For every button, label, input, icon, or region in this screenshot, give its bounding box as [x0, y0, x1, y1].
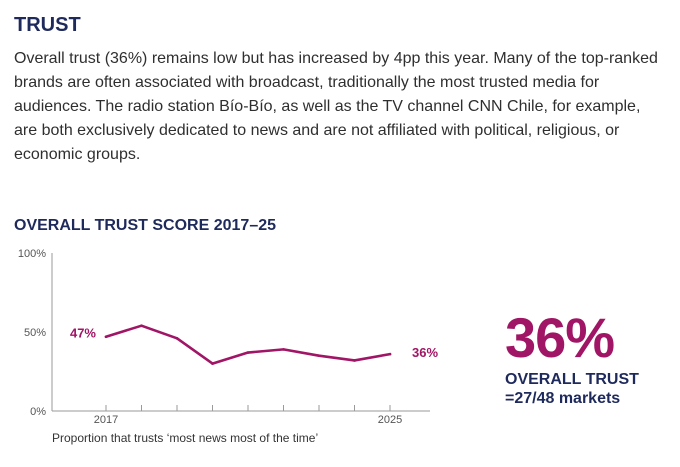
data-point — [388, 352, 392, 356]
data-point — [282, 348, 285, 351]
overall-trust-value: 36% — [505, 306, 615, 369]
chart-title: OVERALL TRUST SCORE 2017–25 — [14, 217, 277, 234]
y-tick-label: 0% — [30, 406, 46, 418]
y-tick-label: 100% — [18, 248, 46, 260]
data-point — [317, 354, 321, 357]
section-title: TRUST — [14, 14, 81, 36]
x-tick-label: 2017 — [94, 414, 118, 426]
data-point — [175, 337, 179, 340]
x-tick-label: 2025 — [378, 414, 402, 426]
overall-trust-label: OVERALL TRUST — [505, 371, 639, 388]
data-point — [246, 351, 250, 354]
data-label: 47% — [70, 326, 96, 341]
y-tick-label: 50% — [24, 327, 46, 339]
section-body-text: Overall trust (36%) remains low but has … — [14, 50, 658, 163]
chart-caption: Proportion that trusts ‘most news most o… — [52, 431, 319, 445]
markets-rank: =27/48 markets — [505, 390, 621, 407]
trust-series-line — [104, 324, 392, 365]
trust-line-chart: 0% 50% 100% 2017 2025 47% 36% — [18, 248, 439, 426]
data-point — [140, 324, 143, 327]
data-point — [353, 359, 356, 362]
data-label: 36% — [412, 345, 438, 360]
data-point — [104, 335, 108, 339]
data-point — [211, 362, 214, 365]
